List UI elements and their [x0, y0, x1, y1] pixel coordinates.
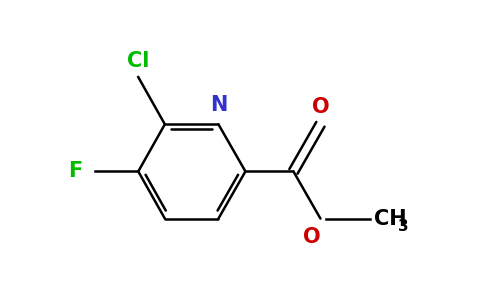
- Text: 3: 3: [398, 219, 408, 234]
- Text: F: F: [68, 161, 83, 182]
- Text: N: N: [210, 95, 227, 115]
- Text: Cl: Cl: [127, 51, 150, 71]
- Text: O: O: [312, 97, 329, 117]
- Text: O: O: [303, 227, 321, 247]
- Text: CH: CH: [374, 208, 407, 229]
